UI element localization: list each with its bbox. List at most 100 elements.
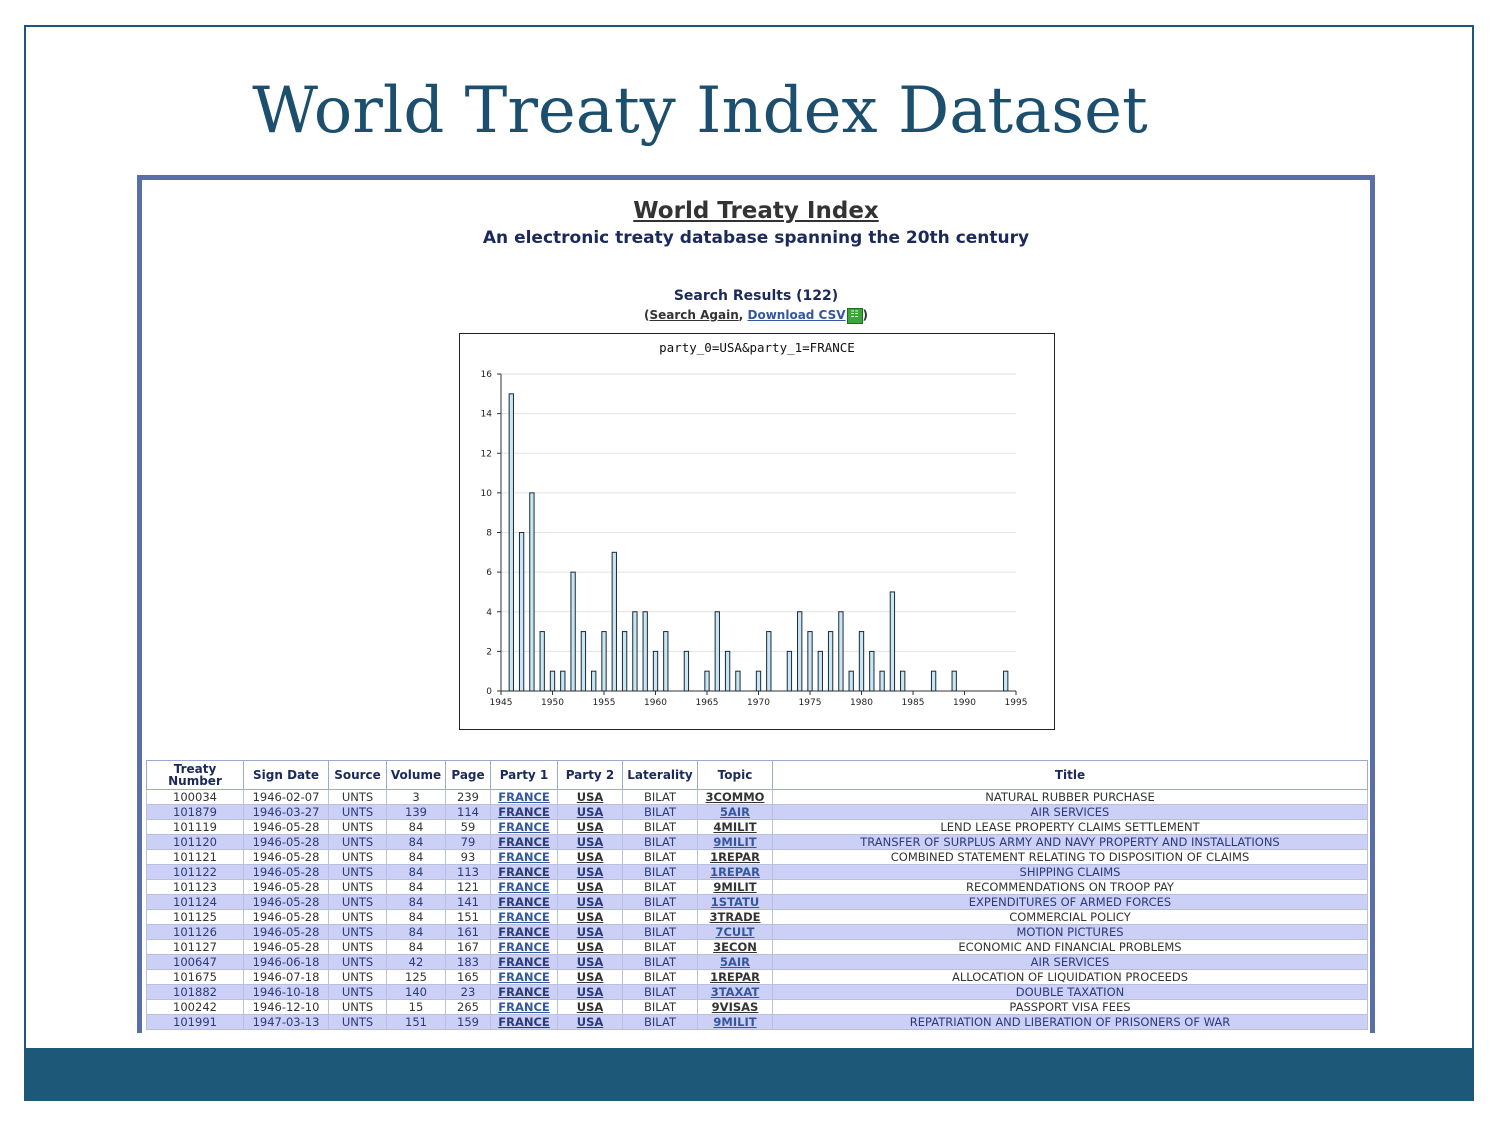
- search-results-count: Search Results (122): [673, 288, 839, 304]
- party-1-link-cell[interactable]: FRANCE: [490, 999, 558, 1015]
- party-2-link-cell[interactable]: USA: [557, 894, 623, 910]
- results-links: (Search Again, Download CSV ☷): [142, 308, 1370, 324]
- bar: [683, 650, 690, 692]
- page-cell: 93: [445, 849, 491, 865]
- laterality-cell: BILAT: [622, 804, 698, 820]
- party-1-link-cell[interactable]: FRANCE: [490, 864, 558, 880]
- x-tick-label: 1965: [696, 698, 719, 708]
- title-cell: ECONOMIC AND FINANCIAL PROBLEMS: [772, 939, 1368, 955]
- treaty-number-cell: 101125: [146, 909, 244, 925]
- sign-date-cell: 1946-12-10: [243, 999, 329, 1015]
- topic-link-cell[interactable]: 5AIR: [697, 954, 773, 970]
- topic-link-cell[interactable]: 1REPAR: [697, 849, 773, 865]
- site-title[interactable]: World Treaty Index: [633, 198, 879, 224]
- table-header-row: Treaty Number Sign Date Source Volume Page Pa…: [146, 760, 1368, 790]
- party-1-link-cell[interactable]: FRANCE: [490, 984, 558, 1000]
- x-tick-label: 1970: [747, 698, 770, 708]
- bar: [704, 670, 710, 692]
- treaty-number-cell: 101879: [146, 804, 244, 820]
- column-header: Treaty Number: [146, 760, 244, 790]
- topic-link-cell[interactable]: 9MILIT: [697, 1014, 773, 1030]
- source-cell: UNTS: [328, 834, 387, 850]
- topic-link-cell[interactable]: 1REPAR: [697, 969, 773, 985]
- page-cell: 79: [445, 834, 491, 850]
- y-tick-label: 2: [486, 647, 492, 657]
- party-1-link-cell[interactable]: FRANCE: [490, 819, 558, 835]
- column-header: Volume: [386, 760, 446, 790]
- topic-link-cell[interactable]: 7CULT: [697, 924, 773, 940]
- source-cell: UNTS: [328, 864, 387, 880]
- volume-cell: 84: [386, 939, 446, 955]
- x-tick-label: 1975: [799, 698, 822, 708]
- party-1-link-cell[interactable]: FRANCE: [490, 834, 558, 850]
- spreadsheet-icon[interactable]: ☷: [846, 308, 863, 324]
- title-cell: ALLOCATION OF LIQUIDATION PROCEEDS: [772, 969, 1368, 985]
- y-tick-label: 12: [481, 449, 492, 459]
- bar: [724, 650, 731, 692]
- topic-link-cell[interactable]: 9VISAS: [697, 999, 773, 1015]
- laterality-cell: BILAT: [622, 939, 698, 955]
- party-2-link-cell[interactable]: USA: [557, 864, 623, 880]
- volume-cell: 15: [386, 999, 446, 1015]
- page-cell: 121: [445, 879, 491, 895]
- bar: [827, 631, 834, 692]
- paren-close: ): [862, 308, 868, 322]
- page-cell: 165: [445, 969, 491, 985]
- table-row: 101120 1946-05-28 UNTS 84 79 FRANCE USA BILAT 9M…: [146, 834, 1368, 850]
- topic-link-cell[interactable]: 4MILIT: [697, 819, 773, 835]
- party-2-link-cell[interactable]: USA: [557, 834, 623, 850]
- topic-link-cell[interactable]: 3TRADE: [697, 909, 773, 925]
- topic-link-cell[interactable]: 1STATU: [697, 894, 773, 910]
- party-2-link-cell[interactable]: USA: [557, 999, 623, 1015]
- party-1-link-cell[interactable]: FRANCE: [490, 969, 558, 985]
- party-2-link-cell[interactable]: USA: [557, 1014, 623, 1030]
- topic-link-cell[interactable]: 3COMMO: [697, 789, 773, 805]
- source-cell: UNTS: [328, 849, 387, 865]
- party-1-link-cell[interactable]: FRANCE: [490, 939, 558, 955]
- x-tick-label: 1950: [541, 698, 564, 708]
- party-1-link-cell[interactable]: FRANCE: [490, 909, 558, 925]
- sign-date-cell: 1947-03-13: [243, 1014, 329, 1030]
- party-2-link-cell[interactable]: USA: [557, 984, 623, 1000]
- x-tick-label: 1945: [490, 698, 513, 708]
- topic-link-cell[interactable]: 9MILIT: [697, 879, 773, 895]
- search-again-link[interactable]: Search Again: [649, 308, 739, 322]
- party-2-link-cell[interactable]: USA: [557, 909, 623, 925]
- party-2-link-cell[interactable]: USA: [557, 879, 623, 895]
- table-row: 101879 1946-03-27 UNTS 139 114 FRANCE USA BILAT…: [146, 804, 1368, 820]
- party-1-link-cell[interactable]: FRANCE: [490, 1014, 558, 1030]
- source-cell: UNTS: [328, 969, 387, 985]
- table-row: 101122 1946-05-28 UNTS 84 113 FRANCE USA BILAT 1…: [146, 864, 1368, 880]
- party-2-link-cell[interactable]: USA: [557, 819, 623, 835]
- party-2-link-cell[interactable]: USA: [557, 804, 623, 820]
- party-2-link-cell[interactable]: USA: [557, 939, 623, 955]
- party-1-link-cell[interactable]: FRANCE: [490, 894, 558, 910]
- topic-link-cell[interactable]: 5AIR: [697, 804, 773, 820]
- party-1-link-cell[interactable]: FRANCE: [490, 879, 558, 895]
- topic-link-cell[interactable]: 9MILIT: [697, 834, 773, 850]
- title-cell: PASSPORT VISA FEES: [772, 999, 1368, 1015]
- treaty-number-cell: 101126: [146, 924, 244, 940]
- party-2-link-cell[interactable]: USA: [557, 969, 623, 985]
- download-csv-link[interactable]: Download CSV: [747, 308, 846, 322]
- topic-link-cell[interactable]: 1REPAR: [697, 864, 773, 880]
- bar: [766, 631, 772, 692]
- party-2-link-cell[interactable]: USA: [557, 924, 623, 940]
- bar: [508, 393, 514, 692]
- treaty-number-cell: 100034: [146, 789, 244, 805]
- party-1-link-cell[interactable]: FRANCE: [490, 954, 558, 970]
- party-1-link-cell[interactable]: FRANCE: [490, 804, 558, 820]
- party-1-link-cell[interactable]: FRANCE: [490, 789, 558, 805]
- party-2-link-cell[interactable]: USA: [557, 849, 623, 865]
- title-cell: NATURAL RUBBER PURCHASE: [772, 789, 1368, 805]
- bar: [518, 532, 525, 692]
- party-2-link-cell[interactable]: USA: [557, 954, 623, 970]
- party-1-link-cell[interactable]: FRANCE: [490, 924, 558, 940]
- party-2-link-cell[interactable]: USA: [557, 789, 623, 805]
- bar: [580, 631, 587, 692]
- party-1-link-cell[interactable]: FRANCE: [490, 849, 558, 865]
- column-header: Page: [445, 760, 491, 790]
- column-header: Sign Date: [243, 760, 329, 790]
- topic-link-cell[interactable]: 3ECON: [697, 939, 773, 955]
- topic-link-cell[interactable]: 3TAXAT: [697, 984, 773, 1000]
